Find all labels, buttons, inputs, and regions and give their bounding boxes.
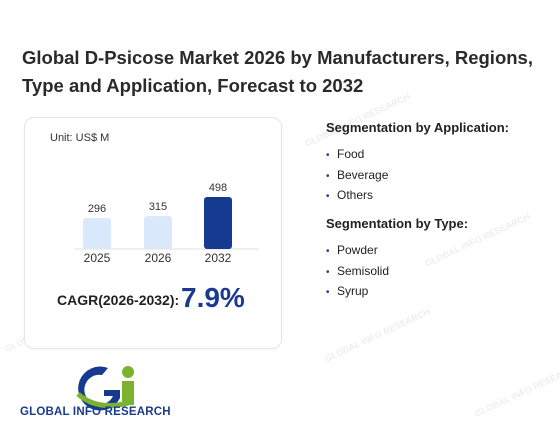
watermark: GLOBAL INFO RESEARCH xyxy=(323,306,432,364)
tick-label-2032: 2032 xyxy=(205,251,232,265)
segmentation-type-heading: Segmentation by Type: xyxy=(326,216,469,231)
data-label-2025: 296 xyxy=(88,203,106,215)
bar-2032 xyxy=(204,197,232,249)
segmentation-application-heading: Segmentation by Application: xyxy=(326,120,509,135)
bar-2026 xyxy=(144,216,172,249)
list-item: • Powder xyxy=(326,241,468,262)
bullet-icon: • xyxy=(326,150,330,161)
logo-icon xyxy=(76,366,134,411)
chart-card: Unit: US$ M 296 2025 315 2026 498 2032 CAGR(2… xyxy=(24,117,282,349)
bullet-icon: • xyxy=(326,170,330,182)
bar-chart: 296 2025 315 2026 498 2032 xyxy=(75,182,259,265)
list-item: • Semisolid xyxy=(326,262,468,283)
list-item: • Beverage xyxy=(326,166,509,187)
segmentation-type: Segmentation by Type: • Powder • Semisolid… xyxy=(326,216,468,303)
data-label-2026: 315 xyxy=(149,201,167,213)
segmentation-application: Segmentation by Application: • Food • Beve… xyxy=(326,120,509,207)
list-item: • Syrup xyxy=(326,282,468,303)
data-label-2032: 498 xyxy=(209,182,227,194)
tick-label-2025: 2025 xyxy=(84,251,111,265)
bullet-icon: • xyxy=(326,191,330,202)
cagr-value: 7.9% xyxy=(181,282,245,313)
unit-label: Unit: US$ M xyxy=(50,132,110,144)
bullet-icon: • xyxy=(326,246,330,257)
application-food: Food xyxy=(337,147,365,161)
cagr-label: CAGR(2026-2032): xyxy=(57,292,180,308)
bullet-icon: • xyxy=(326,287,330,298)
type-semisolid: Semisolid xyxy=(337,263,390,278)
tick-label-2026: 2026 xyxy=(145,251,172,265)
bar-2025 xyxy=(83,218,111,249)
application-others: Others xyxy=(337,188,374,202)
list-item: • Food xyxy=(326,145,509,166)
application-beverage: Beverage xyxy=(337,167,389,182)
watermark: GLOBAL INFO RESEARCH xyxy=(473,361,560,419)
list-item: • Others xyxy=(326,186,509,207)
logo-text: GLOBAL INFO RESEARCH xyxy=(20,406,171,418)
bullet-icon: • xyxy=(326,266,330,278)
page-title: Global D-Psicose Market 2026 by Manufact… xyxy=(22,47,533,96)
type-syrup: Syrup xyxy=(337,284,369,298)
type-powder: Powder xyxy=(337,243,378,257)
